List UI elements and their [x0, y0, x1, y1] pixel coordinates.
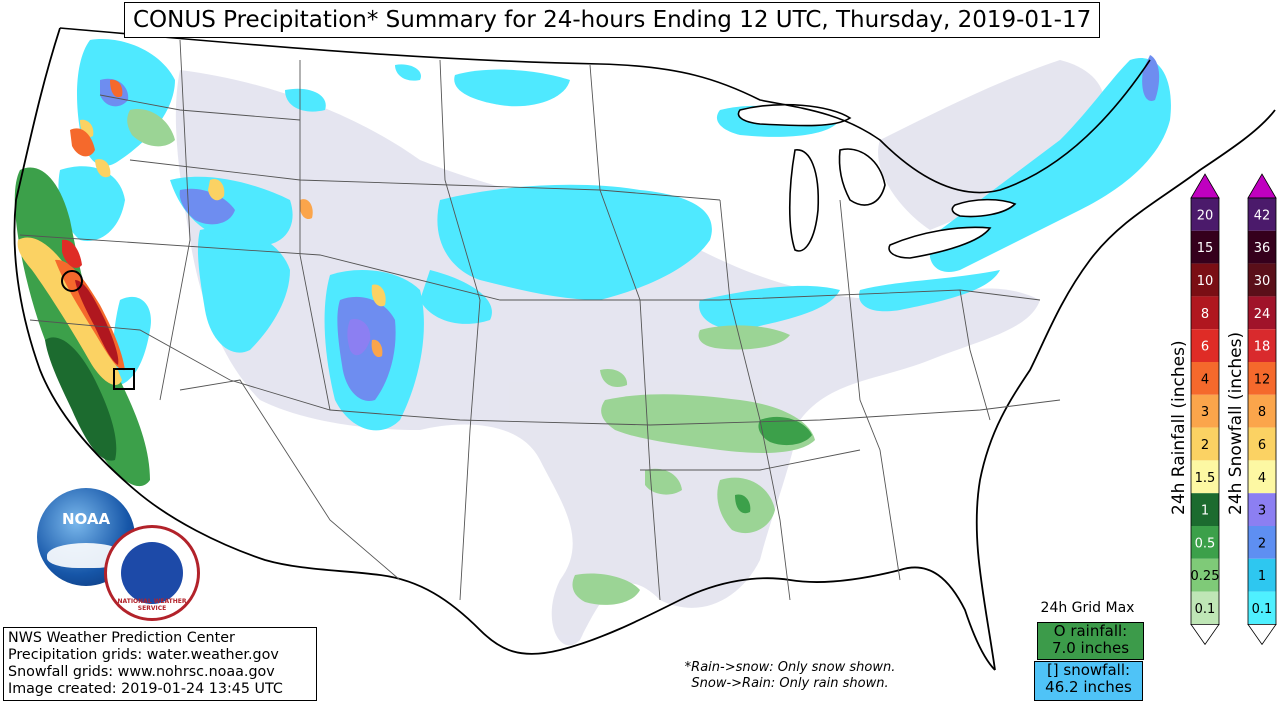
snowfall-colorbar-level-label: 24 — [1254, 307, 1271, 322]
grid-max-snowfall: [] snowfall: 46.2 inches — [1034, 661, 1143, 701]
east-coastline — [975, 109, 1276, 671]
snowfall-colorbar-level-label: 3 — [1258, 504, 1266, 519]
snowfall-colorbar-swatch — [1248, 493, 1276, 526]
rainfall-scale-title: 24h Rainfall (inches) — [1169, 340, 1189, 515]
rainfall-colorbar-level-label: 4 — [1201, 372, 1209, 387]
rainfall-colorbar-swatch — [1191, 460, 1219, 494]
rainfall-colorbar-level-label: 10 — [1197, 274, 1214, 289]
us-coastline — [13, 27, 996, 671]
rainfall-colorbar-swatch — [1191, 558, 1219, 592]
snowfall-colorbar-level-label: 8 — [1258, 405, 1266, 420]
state-boundaries — [19, 39, 1061, 601]
rainfall-colorbar-level-label: 20 — [1197, 208, 1214, 223]
rainfall-colorbar-level-label: 1.5 — [1195, 471, 1216, 486]
snowfall-colorbar-swatch — [1248, 329, 1276, 362]
rainfall-colorbar-swatch — [1191, 427, 1219, 461]
snowfall-colorbar-swatch — [1248, 427, 1276, 461]
snowfall-colorbar-level-label: 2 — [1258, 536, 1266, 551]
rainfall-colorbar-level-label: 0.1 — [1195, 602, 1216, 617]
snowfall-colorbar: 42 36 30 24 18 12 8 6 4 3 2 1 0.1 — [1247, 173, 1277, 646]
rainfall-colorbar-swatch — [1191, 526, 1219, 559]
note-line-2: Snow->Rain: Only rain shown. — [691, 676, 889, 691]
snowfall-colorbar-level-label: 4 — [1258, 471, 1266, 486]
snowfall-colorbar-level-label: 6 — [1258, 438, 1266, 453]
rainfall-colorbar-level-label: 1 — [1201, 504, 1209, 519]
note-line-1: *Rain->snow: Only snow shown. — [684, 660, 896, 675]
snowfall-colorbar-cap-top — [1247, 173, 1277, 199]
snowfall-heavy-areas — [80, 79, 386, 358]
rainfall-colorbar-cap-top — [1190, 173, 1220, 199]
rainfall-colorbar: 20 15 10 8 6 4 3 2 1.5 1 0.5 0.25 0.1 — [1190, 173, 1220, 646]
snowfall-colorbar-level-label: 12 — [1254, 372, 1271, 387]
rainfall-colorbar-swatch — [1191, 230, 1219, 264]
snowfall-colorbar-swatch — [1248, 558, 1276, 592]
rainfall-colorbar-swatch — [1191, 591, 1219, 625]
snowfall-colorbar-level-label: 0.1 — [1252, 602, 1273, 617]
rainfall-colorbar-level-label: 3 — [1201, 405, 1209, 420]
rainfall-colorbar-swatch — [1191, 329, 1219, 362]
nws-logo: NATIONAL WEATHER SERVICE — [104, 525, 200, 621]
rainfall-max-marker — [61, 270, 83, 292]
snowfall-colorbar-level-label: 30 — [1254, 274, 1271, 289]
rainfall-colorbar-swatch — [1191, 362, 1219, 395]
credit-line-4: Image created: 2019-01-24 13:45 UTC — [8, 681, 283, 697]
rainfall-colorbar-level-label: 0.5 — [1195, 536, 1216, 551]
snowfall-max-marker — [113, 368, 135, 390]
snowfall-colorbar-level-label: 36 — [1254, 241, 1271, 256]
snowfall-colorbar-swatch — [1248, 591, 1276, 625]
credits-box: NWS Weather Prediction Center Precipitat… — [3, 627, 317, 701]
snowfall-colorbar-level-label: 18 — [1254, 340, 1271, 355]
rain-snow-note: *Rain->snow: Only snow shown. Snow->Rain… — [670, 660, 910, 692]
credit-line-2: Precipitation grids: water.weather.gov — [8, 647, 279, 663]
grid-max-rainfall: O rainfall: 7.0 inches — [1037, 622, 1144, 660]
canada-border — [59, 27, 1151, 194]
rainfall-colorbar-swatch — [1191, 198, 1219, 231]
grid-max-snowfall-line-2: 46.2 inches — [1045, 678, 1132, 696]
rainfall-colorbar-level-label: 0.25 — [1191, 569, 1220, 584]
snowfall-colorbar-swatch — [1248, 263, 1276, 297]
snowfall-colorbar-level-label: 1 — [1258, 569, 1266, 584]
nws-logo-text: NATIONAL WEATHER SERVICE — [117, 598, 187, 612]
trace-precip-areas — [175, 60, 1105, 646]
snowfall-colorbar-swatch — [1248, 394, 1276, 428]
coastline-outlines — [737, 103, 1017, 259]
rainfall-colorbar-swatch — [1191, 263, 1219, 297]
grid-max-rainfall-line-1: O rainfall: — [1053, 622, 1128, 640]
rainfall-colorbar-level-label: 2 — [1201, 438, 1209, 453]
rainfall-heavy-areas — [17, 128, 125, 385]
snowfall-colorbar-cap-bottom — [1247, 624, 1277, 646]
rainfall-colorbar-swatch — [1191, 394, 1219, 428]
snowfall-colorbar-level-label: 42 — [1254, 208, 1271, 223]
rainfall-colorbar-swatch — [1191, 296, 1219, 330]
rainfall-colorbar-cap-bottom — [1190, 624, 1220, 646]
noaa-logo-text: NOAA — [61, 510, 111, 528]
rainfall-colorbar-level-label: 8 — [1201, 307, 1209, 322]
credit-line-1: NWS Weather Prediction Center — [8, 630, 235, 646]
rainfall-colorbar-level-label: 6 — [1201, 340, 1209, 355]
snowfall-colorbar-swatch — [1248, 230, 1276, 264]
map-title: CONUS Precipitation* Summary for 24-hour… — [124, 2, 1101, 38]
grid-max-snowfall-line-1: [] snowfall: — [1046, 661, 1131, 679]
grid-max-rainfall-line-2: 7.0 inches — [1051, 639, 1130, 657]
credit-line-3: Snowfall grids: www.nohrsc.noaa.gov — [8, 664, 275, 680]
rainfall-colorbar-swatch — [1191, 493, 1219, 526]
snowfall-colorbar-swatch — [1248, 362, 1276, 395]
rainfall-colorbar-level-label: 15 — [1197, 241, 1214, 256]
snowfall-scale-title: 24h Snowfall (inches) — [1226, 331, 1246, 515]
snowfall-colorbar-swatch — [1248, 198, 1276, 231]
snowfall-colorbar-swatch — [1248, 526, 1276, 559]
snowfall-colorbar-swatch — [1248, 296, 1276, 330]
grid-max-label: 24h Grid Max — [1040, 600, 1135, 616]
snowfall-colorbar-swatch — [1248, 460, 1276, 494]
